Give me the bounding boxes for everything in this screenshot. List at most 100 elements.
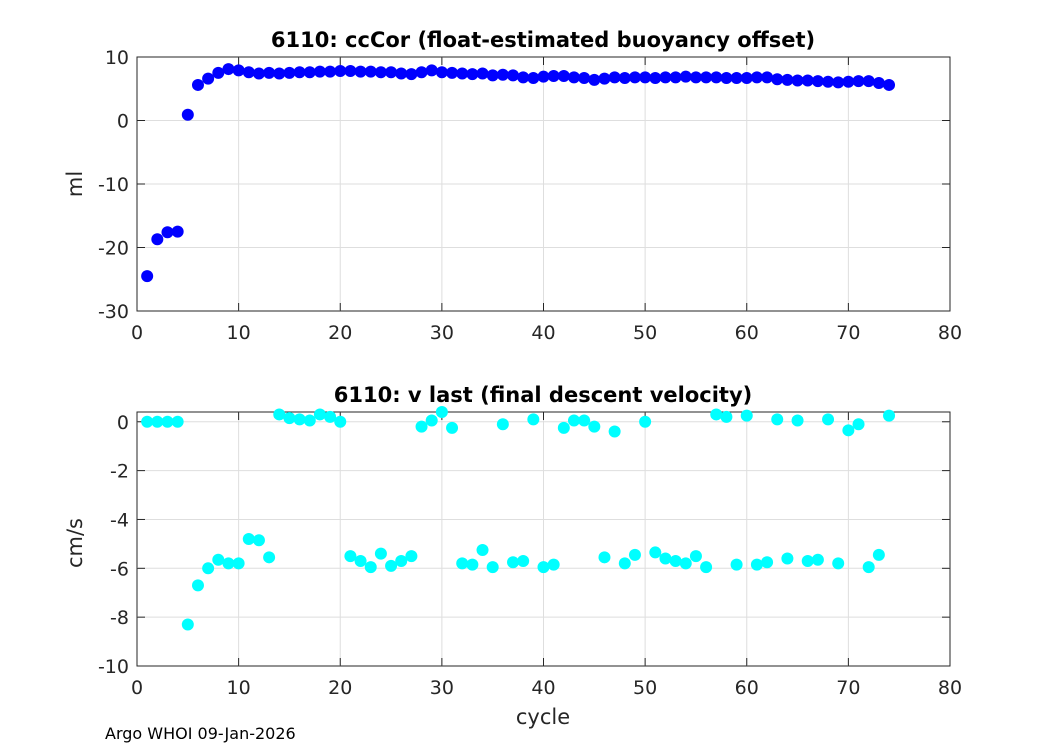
data-point — [669, 554, 682, 567]
data-point — [791, 74, 804, 87]
data-point — [781, 73, 794, 86]
data-point — [181, 108, 194, 121]
data-point — [395, 554, 408, 567]
data-point — [486, 69, 499, 82]
data-point — [446, 421, 459, 434]
data-point — [385, 66, 398, 79]
data-point — [425, 64, 438, 77]
data-point — [811, 75, 824, 88]
data-point — [466, 558, 479, 571]
data-point — [507, 69, 520, 82]
y-tick-label: -20 — [98, 238, 129, 260]
data-point — [202, 72, 215, 85]
data-point — [537, 561, 550, 574]
y-tick-label: -30 — [98, 301, 129, 323]
data-point — [791, 414, 804, 427]
data-point — [801, 74, 814, 87]
data-point — [730, 558, 743, 571]
data-point — [324, 410, 337, 423]
data-point — [588, 73, 601, 86]
data-point — [567, 414, 580, 427]
x-tick-label: 70 — [836, 322, 860, 344]
data-point — [740, 71, 753, 84]
data-point — [649, 71, 662, 84]
data-point — [496, 418, 509, 431]
data-point — [761, 556, 774, 569]
data-point — [486, 561, 499, 574]
x-tick-label: 60 — [735, 322, 759, 344]
data-point — [517, 71, 530, 84]
x-tick-label: 40 — [531, 677, 555, 699]
data-point — [395, 67, 408, 80]
data-point — [496, 68, 509, 81]
bottom-grid — [137, 412, 950, 666]
data-point — [273, 408, 286, 421]
data-point — [679, 70, 692, 83]
bottom-x-axis-label: cycle — [516, 705, 570, 729]
data-point — [364, 65, 377, 78]
data-point — [161, 226, 174, 239]
y-tick-label: -10 — [98, 174, 129, 196]
data-point — [872, 77, 885, 90]
y-tick-label: -8 — [110, 607, 129, 629]
data-point — [476, 67, 489, 80]
y-tick-label: 10 — [105, 47, 129, 69]
data-point — [222, 63, 235, 76]
data-point — [862, 561, 875, 574]
data-point — [872, 548, 885, 561]
x-tick-label: 0 — [131, 322, 143, 344]
data-point — [191, 78, 204, 91]
data-point — [618, 557, 631, 570]
x-tick-label: 10 — [227, 677, 251, 699]
data-point — [639, 71, 652, 84]
data-point — [385, 559, 398, 572]
data-point — [405, 68, 418, 81]
data-point — [527, 71, 540, 84]
data-point — [374, 547, 387, 560]
data-point — [517, 554, 530, 567]
data-point — [324, 65, 337, 78]
data-point — [334, 415, 347, 428]
x-tick-label: 60 — [735, 677, 759, 699]
data-point — [588, 420, 601, 433]
data-point — [628, 548, 641, 561]
y-tick-label: -6 — [110, 558, 129, 580]
x-tick-label: 80 — [938, 677, 962, 699]
data-point — [628, 71, 641, 84]
top-data-points — [141, 63, 896, 283]
data-point — [811, 553, 824, 566]
data-point — [141, 270, 154, 283]
data-point — [822, 75, 835, 88]
data-point — [771, 73, 784, 86]
data-point — [567, 71, 580, 84]
data-point — [273, 67, 286, 80]
data-point — [252, 534, 265, 547]
data-point — [608, 425, 621, 438]
bottom-chart-title: 6110: v last (final descent velocity) — [334, 383, 752, 407]
x-tick-label: 30 — [430, 677, 454, 699]
data-point — [425, 414, 438, 427]
data-point — [171, 415, 184, 428]
data-point — [537, 70, 550, 83]
bottom-x-ticks: 0 10 20 30 40 50 60 70 80 — [131, 412, 962, 699]
data-point — [547, 70, 560, 83]
data-point — [344, 550, 357, 563]
data-point — [750, 71, 763, 84]
data-point — [842, 424, 855, 437]
data-point — [405, 550, 418, 563]
data-point — [191, 579, 204, 592]
data-point — [242, 533, 255, 545]
data-point — [557, 70, 570, 83]
data-point — [303, 414, 316, 427]
data-point — [649, 546, 662, 559]
data-point — [832, 76, 845, 89]
top-chart-title: 6110: ccCor (float-estimated buoyancy of… — [271, 28, 815, 52]
data-point — [293, 66, 306, 79]
data-point — [374, 66, 387, 79]
data-point — [608, 71, 621, 84]
data-point — [883, 78, 896, 91]
data-point — [141, 415, 154, 428]
data-point — [202, 562, 215, 575]
top-x-ticks: 0 10 20 30 40 50 60 70 80 — [131, 57, 962, 344]
